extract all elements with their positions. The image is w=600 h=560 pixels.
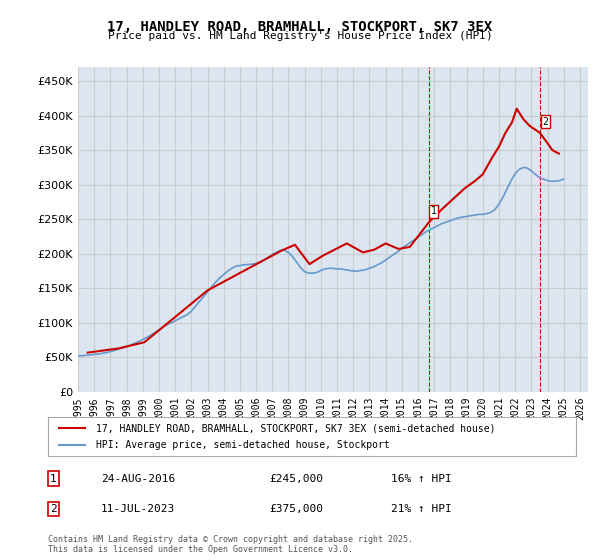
Text: 21% ↑ HPI: 21% ↑ HPI [391,504,452,514]
Text: 17, HANDLEY ROAD, BRAMHALL, STOCKPORT, SK7 3EX: 17, HANDLEY ROAD, BRAMHALL, STOCKPORT, S… [107,20,493,34]
Text: 11-JUL-2023: 11-JUL-2023 [101,504,175,514]
Text: £245,000: £245,000 [270,474,324,484]
Text: Price paid vs. HM Land Registry's House Price Index (HPI): Price paid vs. HM Land Registry's House … [107,31,493,41]
Text: 1: 1 [431,207,437,216]
Text: 16% ↑ HPI: 16% ↑ HPI [391,474,452,484]
Text: 17, HANDLEY ROAD, BRAMHALL, STOCKPORT, SK7 3EX (semi-detached house): 17, HANDLEY ROAD, BRAMHALL, STOCKPORT, S… [95,423,495,433]
Text: Contains HM Land Registry data © Crown copyright and database right 2025.
This d: Contains HM Land Registry data © Crown c… [48,535,413,554]
Text: 1: 1 [50,474,56,484]
Text: HPI: Average price, semi-detached house, Stockport: HPI: Average price, semi-detached house,… [95,440,389,450]
Text: £375,000: £375,000 [270,504,324,514]
Text: 2: 2 [50,504,56,514]
Text: 2: 2 [542,116,548,127]
Text: 24-AUG-2016: 24-AUG-2016 [101,474,175,484]
